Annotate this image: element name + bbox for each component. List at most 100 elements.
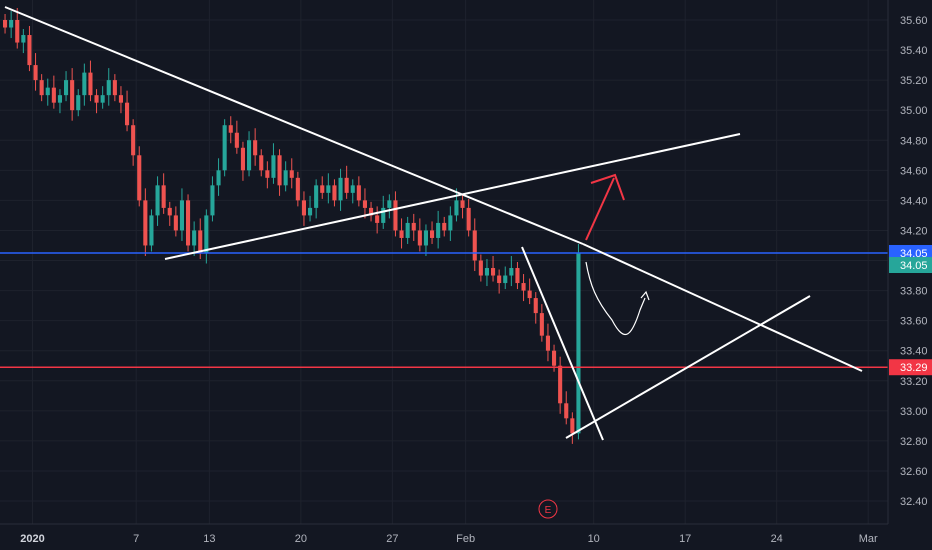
candle-body xyxy=(545,335,550,351)
support-trendline[interactable] xyxy=(565,295,811,439)
steep-trendline[interactable] xyxy=(521,246,604,441)
projected-path-arrowhead xyxy=(640,290,650,301)
candle-body xyxy=(308,207,313,216)
candle-body xyxy=(460,200,465,208)
candle-body xyxy=(27,35,32,66)
price-tick-label: 32.40 xyxy=(900,496,928,508)
candle-body xyxy=(423,230,428,246)
time-tick-label: 24 xyxy=(771,533,783,545)
candle-body xyxy=(570,418,575,434)
candle-body xyxy=(356,185,361,201)
price-tick-label: 33.80 xyxy=(900,286,928,298)
candle-body xyxy=(173,215,178,231)
candle-body xyxy=(405,222,410,238)
candle-body xyxy=(326,185,331,193)
candle-body xyxy=(82,72,87,96)
candle-body xyxy=(21,35,26,43)
candle-body xyxy=(448,215,453,231)
candle-body xyxy=(527,290,532,299)
candle-body xyxy=(442,222,447,231)
candle-body xyxy=(552,350,557,366)
candle-body xyxy=(521,283,526,291)
candle-body xyxy=(161,185,166,208)
time-tick-label: 2020 xyxy=(20,533,44,545)
candle-body xyxy=(539,313,544,336)
horizontal-lines xyxy=(0,252,888,368)
price-tick-label: 34.20 xyxy=(900,225,928,237)
candle-body xyxy=(9,20,14,28)
candle-body xyxy=(33,65,38,81)
candle-body xyxy=(3,20,8,28)
trendline-drawings[interactable] xyxy=(4,6,863,441)
earnings-event-marker[interactable]: E xyxy=(538,499,558,519)
candle-body xyxy=(393,200,398,231)
candle-body xyxy=(88,72,93,96)
candle-body xyxy=(155,185,160,216)
candle-body xyxy=(106,80,111,96)
candle-body xyxy=(70,80,75,111)
candle-body xyxy=(240,147,245,171)
candle-body xyxy=(100,95,105,103)
breakout-arrow-head xyxy=(590,173,625,201)
candle-body xyxy=(222,125,227,171)
price-tag-label: 34.05 xyxy=(900,260,928,272)
candle-body xyxy=(295,177,300,201)
projected-path-curve[interactable] xyxy=(585,261,646,335)
candle-body xyxy=(301,200,306,216)
candle-body xyxy=(112,80,117,96)
time-tick-label: 10 xyxy=(588,533,600,545)
price-tick-label: 35.60 xyxy=(900,15,928,27)
candle-body xyxy=(137,155,142,201)
candle-body xyxy=(94,95,99,103)
time-tick-label: 27 xyxy=(386,533,398,545)
candle-body xyxy=(472,230,477,261)
candle-body xyxy=(338,177,343,201)
candle-body xyxy=(179,200,184,231)
price-tag xyxy=(889,244,932,261)
price-tick-label: 32.60 xyxy=(900,466,928,478)
candle-body xyxy=(265,170,270,178)
candle-body xyxy=(399,230,404,238)
breakout-arrow[interactable] xyxy=(585,173,625,241)
time-tick-label: 20 xyxy=(295,533,307,545)
candle-body xyxy=(564,403,569,419)
time-axis[interactable]: 2020 7 13 20 27 Feb 10 17 24 Mar xyxy=(20,533,878,545)
candle-body xyxy=(143,200,148,246)
candle-body xyxy=(417,230,422,246)
breakout-arrow-shaft xyxy=(585,177,615,241)
candle-body xyxy=(509,268,514,276)
candle-body xyxy=(381,207,386,223)
descending-trendline-extension[interactable] xyxy=(582,243,863,372)
price-tick-label: 34.60 xyxy=(900,165,928,177)
candle-body xyxy=(454,200,459,216)
candle-body xyxy=(350,185,355,193)
candle-body xyxy=(320,185,325,193)
candle-body xyxy=(149,215,154,246)
price-tick-label: 33.40 xyxy=(900,346,928,358)
candle-body xyxy=(314,185,319,208)
time-tick-label: 7 xyxy=(133,533,139,545)
candle-body xyxy=(387,200,392,208)
candle-body xyxy=(491,268,496,276)
candle-body xyxy=(125,102,130,126)
candle-body xyxy=(131,125,136,156)
candle-body xyxy=(186,200,191,246)
candles xyxy=(3,7,581,444)
candle-body xyxy=(45,87,50,96)
price-tick-label: 35.20 xyxy=(900,75,928,87)
candle-body xyxy=(533,298,538,314)
price-tick-label: 33.20 xyxy=(900,376,928,388)
candle-body xyxy=(436,222,441,238)
candle-body xyxy=(57,95,62,103)
ascending-trendline[interactable] xyxy=(164,133,741,260)
price-tick-label: 35.40 xyxy=(900,45,928,57)
candle-body xyxy=(277,155,282,186)
time-tick-label: Feb xyxy=(456,533,475,545)
candle-body xyxy=(51,87,56,103)
time-tick-label: Mar xyxy=(859,533,878,545)
candle-body xyxy=(167,207,172,216)
descending-trendline[interactable] xyxy=(4,6,584,245)
candle-body xyxy=(247,140,252,171)
price-tick-label: 32.80 xyxy=(900,436,928,448)
